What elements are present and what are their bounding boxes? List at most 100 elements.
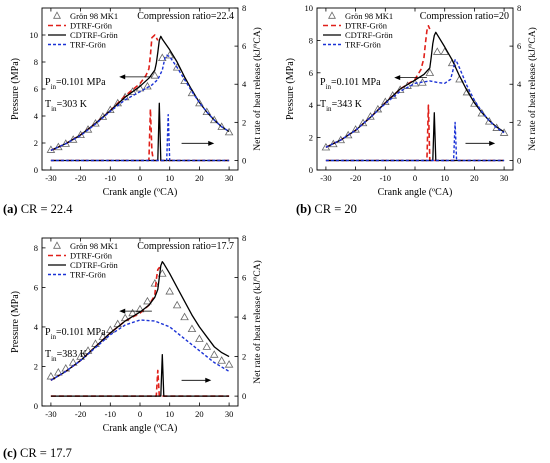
data-point-gr-n-98-mk1-pressure bbox=[224, 127, 234, 136]
y-axis-label: Pressure (MPa) bbox=[10, 291, 21, 353]
data-point-gr-n-98-mk1-pressure bbox=[143, 81, 152, 90]
heat-release-axis-arrowhead bbox=[489, 140, 496, 146]
y-tick-label: 8 bbox=[34, 57, 38, 67]
caption-a-text: CR = 22.4 bbox=[17, 202, 73, 216]
x-tick-label: 20 bbox=[470, 173, 479, 183]
chart-panel-c: -30 -20 -10 0 10 20 30 0 2 4 6 8 0 2 4 6 8 Crank angle (º… bbox=[0, 228, 275, 438]
data-point-gr-n-98-mk1-pressure bbox=[150, 71, 160, 79]
data-point-gr-n-98-mk1-pressure bbox=[46, 371, 56, 380]
x-tick-label: 10 bbox=[165, 173, 174, 183]
temperature-annotation: Tin=383 K bbox=[45, 349, 88, 363]
data-point-gr-n-98-mk1-pressure bbox=[180, 312, 189, 321]
series-line-cdtrf-gr-n-pressure bbox=[50, 261, 230, 381]
plot-area bbox=[46, 34, 234, 162]
legend-label: TRF-Grön bbox=[70, 40, 107, 50]
x-tick-label: -30 bbox=[320, 173, 331, 183]
x-tick-label: 20 bbox=[195, 409, 204, 419]
data-point-gr-n-98-mk1-pressure bbox=[83, 125, 93, 133]
y2-tick-label: 0 bbox=[517, 155, 521, 165]
legend-label: Grön 98 MK1 bbox=[70, 11, 118, 21]
series-line-cdtrf-gr-n-pressure bbox=[50, 35, 230, 151]
x-tick-label: -10 bbox=[105, 409, 116, 419]
series-line-cdtrf-gr-n-pressure bbox=[325, 31, 505, 148]
y2-axis-label: Net rate of heat release (kJ/ºCA) bbox=[252, 260, 263, 384]
series-line-trf-gr-n-hrr bbox=[325, 121, 505, 162]
data-point-gr-n-98-mk1-pressure bbox=[187, 324, 197, 333]
chart-panel-a: -30 -20 -10 0 10 20 30 0 2 4 6 8 10 0 2 4 6 8 Crank angle … bbox=[0, 0, 275, 200]
series-line-cdtrf-gr-n-hrr bbox=[325, 112, 505, 162]
legend-label: TRF-Grön bbox=[70, 270, 107, 280]
data-point-gr-n-98-mk1-pressure bbox=[224, 360, 234, 368]
temperature-annotation: Tin=303 K bbox=[45, 99, 88, 113]
pressure-annotation: Pin=0.101 MPa bbox=[45, 77, 106, 91]
chart-panel-b: -30 -20 -10 0 10 20 30 0 2 4 6 8 10 0 2 4 6 8 Crank angle … bbox=[275, 0, 550, 200]
pressure-axis-arrowhead bbox=[119, 74, 126, 80]
legend-label: Grön 98 MK1 bbox=[345, 11, 393, 21]
data-point-gr-n-98-mk1-pressure bbox=[209, 350, 219, 358]
caption-a: (a) CR = 22.4 bbox=[3, 202, 73, 217]
chart-title: Compression ratio=17.7 bbox=[137, 241, 234, 252]
data-point-gr-n-98-mk1-pressure bbox=[91, 339, 100, 347]
y2-tick-label: 8 bbox=[517, 3, 521, 13]
series-line-trf-gr-n-pressure bbox=[50, 54, 230, 152]
data-point-gr-n-98-mk1-pressure bbox=[484, 116, 494, 125]
y2-tick-label: 2 bbox=[517, 117, 521, 127]
x-tick-label: -10 bbox=[380, 173, 391, 183]
data-point-gr-n-98-mk1-pressure bbox=[76, 352, 85, 360]
y-axis-label: Pressure (MPa) bbox=[285, 58, 296, 120]
chart-title: Compression ratio=20 bbox=[420, 11, 509, 22]
caption-b-letter: (b) bbox=[296, 202, 312, 216]
legend-label: CDTRF-Grön bbox=[345, 30, 393, 40]
y-tick-label: 6 bbox=[309, 68, 313, 78]
chart-c-svg: -30 -20 -10 0 10 20 30 0 2 4 6 8 0 2 4 6 8 Crank angle (º… bbox=[10, 233, 263, 434]
data-point-gr-n-98-mk1-pressure bbox=[195, 98, 204, 107]
y2-tick-label: 0 bbox=[242, 391, 246, 401]
series-line-dtrf-gr-n-hrr bbox=[50, 108, 230, 162]
y2-tick-label: 8 bbox=[242, 233, 246, 243]
caption-c-letter: (c) bbox=[3, 446, 17, 460]
x-tick-label: 30 bbox=[225, 173, 234, 183]
data-point-gr-n-98-mk1-pressure bbox=[462, 87, 472, 96]
y2-tick-label: 4 bbox=[517, 79, 522, 89]
y-tick-label: 0 bbox=[34, 401, 38, 411]
data-point-gr-n-98-mk1-pressure bbox=[195, 334, 204, 342]
data-point-gr-n-98-mk1-pressure bbox=[172, 300, 182, 309]
data-point-gr-n-98-mk1-pressure bbox=[165, 286, 174, 295]
temperature-annotation: Tin=343 K bbox=[320, 99, 363, 113]
chart-a-svg: -30 -20 -10 0 10 20 30 0 2 4 6 8 10 0 2 4 6 8 Crank angle … bbox=[10, 3, 263, 198]
x-tick-label: -30 bbox=[45, 173, 56, 183]
plot-area bbox=[46, 261, 234, 397]
y2-tick-label: 6 bbox=[517, 41, 521, 51]
y2-tick-label: 2 bbox=[242, 352, 246, 362]
y2-tick-label: 6 bbox=[242, 41, 246, 51]
x-tick-label: -30 bbox=[45, 409, 56, 419]
x-tick-label: 0 bbox=[413, 173, 417, 183]
y-tick-label: 10 bbox=[30, 30, 39, 40]
y-axis-label: Pressure (MPa) bbox=[10, 58, 21, 120]
y-tick-label: 10 bbox=[305, 3, 314, 13]
y2-tick-label: 6 bbox=[242, 273, 246, 283]
y-tick-label: 4 bbox=[34, 111, 39, 121]
data-point-gr-n-98-mk1-pressure bbox=[492, 123, 501, 131]
legend-symbol bbox=[53, 11, 61, 19]
legend-label: DTRF-Grön bbox=[70, 251, 113, 261]
pressure-axis-arrowhead bbox=[394, 75, 401, 81]
series-line-trf-gr-n-hrr bbox=[50, 114, 230, 162]
series-line-trf-gr-n-pressure bbox=[50, 319, 230, 381]
y-tick-label: 2 bbox=[309, 133, 313, 143]
legend-label: TRF-Grön bbox=[345, 40, 382, 50]
caption-c-text: CR = 17.7 bbox=[16, 446, 72, 460]
x-tick-label: 30 bbox=[500, 173, 509, 183]
data-point-gr-n-98-mk1-pressure bbox=[217, 356, 226, 364]
data-point-gr-n-98-mk1-pressure bbox=[202, 107, 212, 116]
y-tick-label: 4 bbox=[34, 322, 39, 332]
y-tick-label: 0 bbox=[34, 165, 38, 175]
x-axis-label: Crank angle (ºCA) bbox=[103, 423, 178, 434]
legend-label: Grön 98 MK1 bbox=[70, 241, 118, 251]
data-point-gr-n-98-mk1-pressure bbox=[150, 279, 160, 287]
caption-b-text: CR = 20 bbox=[311, 202, 357, 216]
y-tick-label: 6 bbox=[34, 84, 38, 94]
y-tick-label: 8 bbox=[309, 35, 313, 45]
data-point-gr-n-98-mk1-pressure bbox=[91, 119, 100, 127]
y-tick-label: 0 bbox=[309, 165, 313, 175]
